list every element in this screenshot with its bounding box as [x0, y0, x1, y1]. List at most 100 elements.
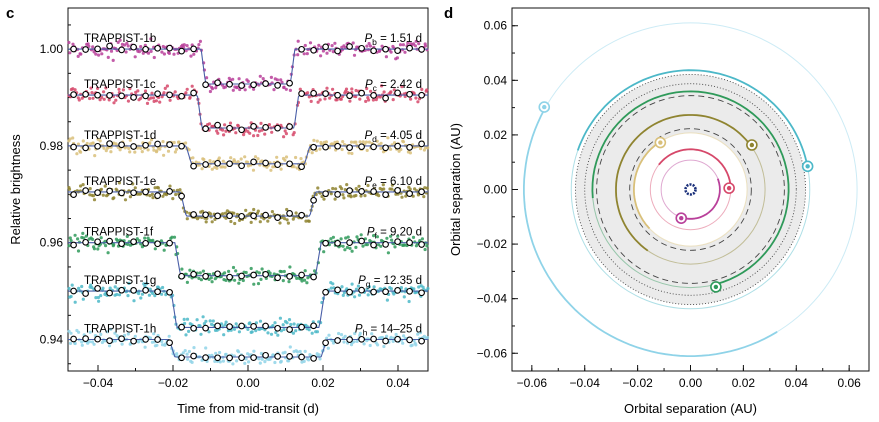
data-point [294, 329, 298, 333]
panel-label-c: c [6, 5, 14, 22]
data-point [298, 349, 302, 354]
data-point [237, 350, 241, 354]
binned-point [382, 45, 389, 53]
series-name-label: TRAPPIST-1g [84, 275, 156, 287]
data-point [270, 210, 274, 214]
data-point [366, 183, 370, 188]
binned-point [178, 47, 185, 55]
data-point [221, 212, 225, 216]
binned-point [154, 90, 161, 98]
model-curve [68, 94, 428, 129]
data-point [180, 267, 184, 271]
binned-point [94, 335, 101, 343]
binned-point [358, 44, 365, 52]
data-point [223, 123, 227, 127]
data-point [210, 280, 214, 284]
data-point [296, 39, 300, 43]
data-point [69, 239, 73, 243]
data-point [389, 147, 393, 151]
data-point [278, 221, 282, 225]
data-point [331, 186, 335, 191]
data-point [113, 285, 117, 289]
data-point [102, 97, 106, 101]
data-point [154, 99, 158, 103]
data-point [391, 98, 395, 102]
data-point [126, 44, 130, 48]
binned-point [370, 188, 377, 195]
series-name-label: TRAPPIST-1e [84, 176, 156, 188]
data-point [185, 280, 189, 284]
data-point [247, 360, 251, 364]
data-point [234, 131, 238, 135]
data-point [395, 56, 399, 60]
data-point [255, 270, 259, 274]
data-point [243, 88, 247, 92]
data-point [419, 147, 423, 151]
data-point [238, 87, 242, 92]
data-point [185, 317, 190, 321]
data-point [280, 80, 284, 84]
data-point [228, 121, 233, 125]
data-point [378, 95, 382, 99]
data-point [221, 159, 225, 163]
data-point [71, 136, 75, 140]
x-tick-label: −0.06 [517, 376, 548, 390]
data-point [224, 129, 228, 133]
data-point [287, 318, 292, 322]
data-point [221, 359, 225, 363]
binned-point [106, 92, 113, 99]
binned-point [250, 158, 257, 166]
data-point [153, 294, 157, 298]
binned-point [334, 142, 341, 150]
planet-core-f [713, 284, 719, 290]
data-point [73, 341, 77, 346]
binned-point [406, 239, 413, 246]
data-point [402, 295, 406, 299]
data-point [379, 146, 383, 150]
data-point [133, 186, 137, 190]
data-point [281, 323, 285, 327]
data-point [410, 343, 414, 347]
data-point [92, 198, 97, 202]
x-tick-label: 0.02 [311, 376, 335, 390]
binned-point [226, 273, 233, 281]
data-point [284, 132, 288, 136]
y-tick-label: 0.98 [40, 139, 64, 153]
binned-point [70, 191, 77, 198]
data-point [108, 286, 112, 290]
data-point [284, 87, 288, 91]
binned-point [94, 45, 101, 53]
data-point [384, 55, 388, 59]
binned-point [334, 191, 341, 198]
data-point [267, 123, 271, 127]
binned-point [346, 288, 353, 296]
data-point [281, 279, 285, 283]
binned-point [238, 354, 245, 362]
binned-point [70, 287, 77, 295]
binned-point [70, 241, 77, 249]
data-point [211, 272, 216, 276]
planet-core-g [805, 164, 810, 169]
data-point [302, 52, 306, 56]
data-point [183, 349, 187, 353]
data-point [167, 334, 171, 338]
data-point [333, 41, 337, 45]
data-point [285, 321, 289, 325]
data-point [294, 211, 298, 215]
data-point [275, 155, 279, 159]
data-point [100, 95, 104, 99]
data-point [344, 87, 349, 91]
data-point [248, 131, 252, 135]
data-point [379, 244, 383, 248]
data-point [187, 148, 191, 152]
data-point [115, 292, 119, 297]
model-curve [68, 145, 428, 165]
data-point [150, 91, 154, 95]
data-point [339, 97, 343, 101]
data-point [331, 341, 336, 345]
data-point [198, 39, 202, 44]
binned-point [214, 270, 221, 278]
x-axis-label: Orbital separation (AU) [624, 401, 757, 416]
data-point [101, 286, 105, 290]
binned-point [154, 140, 161, 148]
